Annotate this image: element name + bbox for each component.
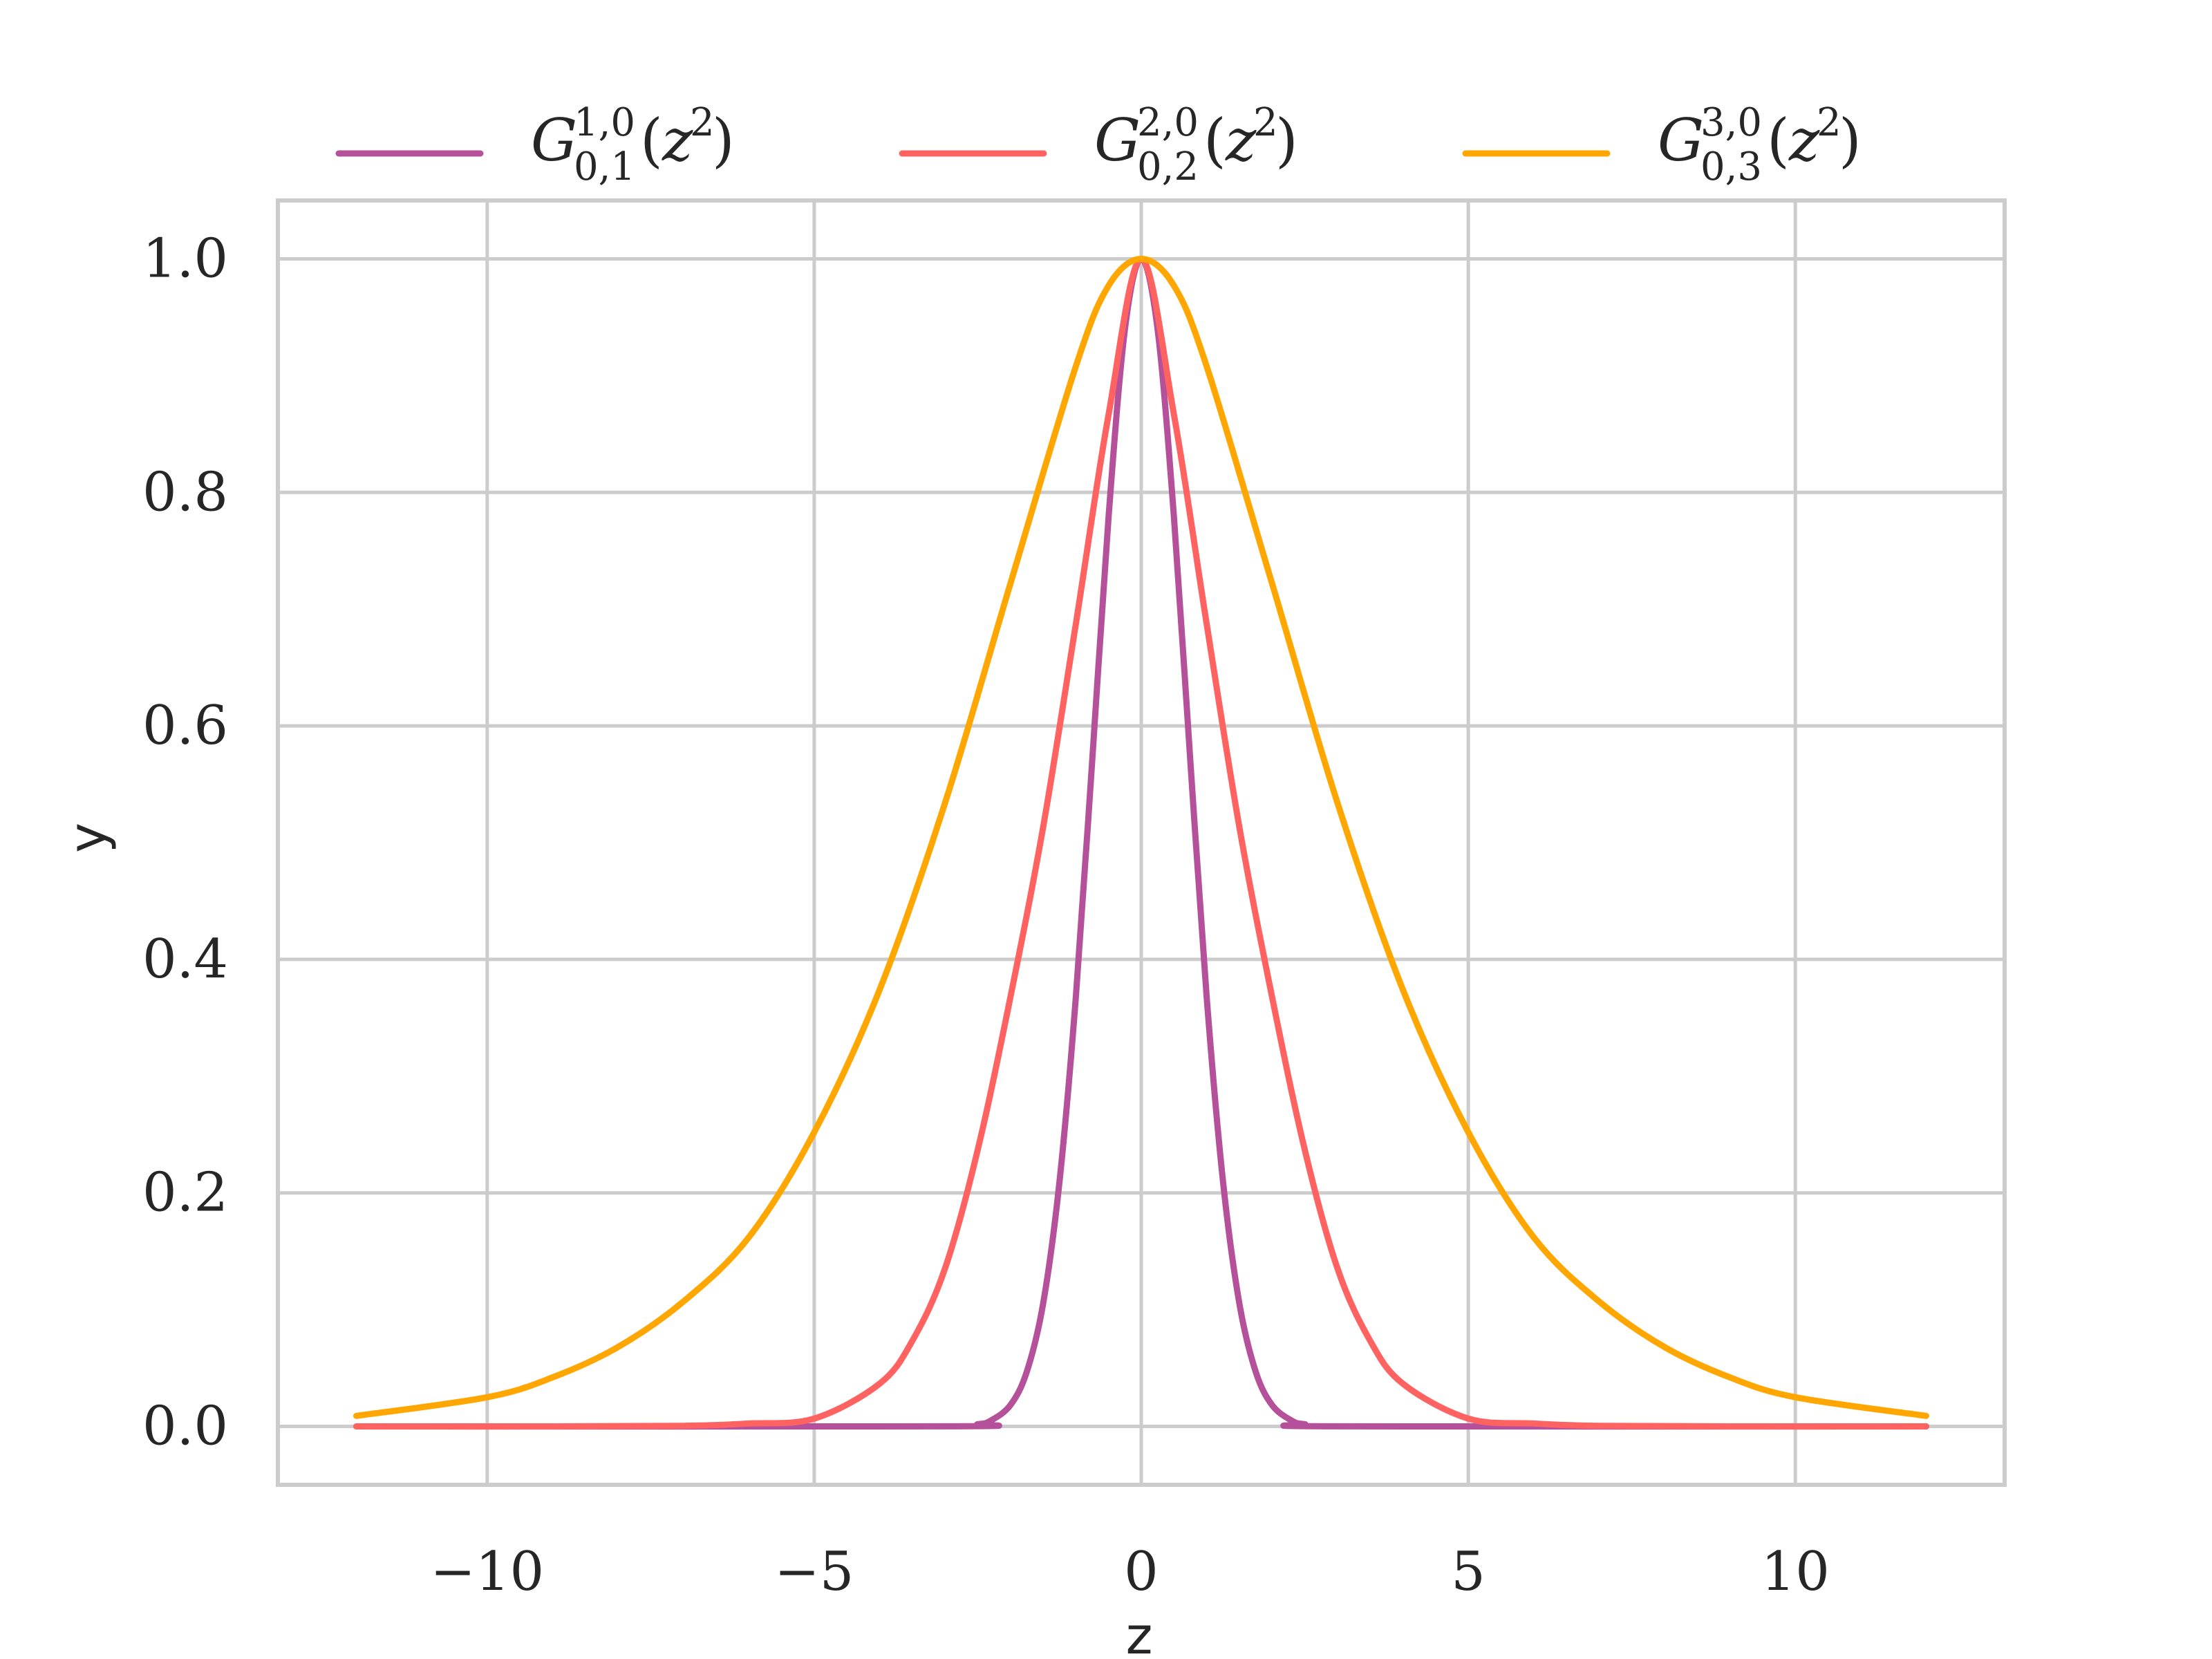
legend-item-3: G3,00,3(z2): [1462, 100, 1862, 189]
legend-variable: z: [1225, 106, 1257, 174]
x-tick-labels: −10 −5 0 5 10: [430, 1541, 1829, 1603]
legend-superscript: 3,0: [1700, 100, 1762, 145]
legend-item-2: G2,00,2(z2): [899, 100, 1298, 189]
legend-exponent: 2: [1253, 100, 1278, 145]
legend-variable: z: [662, 106, 693, 174]
x-tick-label: 5: [1451, 1541, 1485, 1603]
x-tick-label: −10: [430, 1541, 544, 1603]
legend-close-paren: ): [1275, 106, 1298, 174]
legend-open-paren: (: [1203, 106, 1226, 174]
x-tick-label: 0: [1124, 1541, 1159, 1603]
y-tick-label: 0.4: [142, 928, 228, 991]
legend-open-paren: (: [640, 106, 663, 174]
legend-subscript: 0,1: [574, 144, 635, 189]
legend-label-G: G: [531, 106, 577, 174]
legend-label-G: G: [1094, 106, 1141, 174]
y-tick-labels: 0.0 0.2 0.4 0.6 0.8 1.0: [142, 227, 228, 1457]
x-tick-label: 10: [1761, 1541, 1830, 1603]
legend-exponent: 2: [690, 100, 715, 145]
y-tick-label: 1.0: [142, 227, 228, 290]
legend: G1,00,1(z2) G2,00,2(z2) G3,00,3(z2): [335, 100, 1862, 189]
legend-superscript: 2,0: [1137, 100, 1199, 145]
plot-frame: [276, 198, 2007, 1487]
y-tick-label: 0.2: [142, 1162, 228, 1224]
y-tick-label: 0.0: [142, 1396, 228, 1458]
legend-variable: z: [1788, 106, 1820, 174]
legend-subscript: 0,2: [1137, 144, 1199, 189]
x-tick-label: −5: [774, 1541, 854, 1603]
legend-open-paren: (: [1767, 106, 1790, 174]
legend-subscript: 0,3: [1700, 144, 1762, 189]
legend-exponent: 2: [1817, 100, 1841, 145]
legend-superscript: 1,0: [574, 100, 635, 145]
series-line-3: [353, 256, 1929, 1419]
y-tick-label: 0.6: [142, 695, 228, 757]
y-axis-label: y: [58, 823, 118, 853]
legend-close-paren: ): [1839, 106, 1862, 174]
legend-label-G: G: [1658, 106, 1704, 174]
y-tick-label: 0.8: [142, 461, 228, 523]
legend-close-paren: ): [712, 106, 735, 174]
series-lines: [353, 256, 1929, 1430]
legend-item-1: G1,00,1(z2): [335, 100, 735, 189]
x-axis-label: z: [1126, 1606, 1153, 1659]
